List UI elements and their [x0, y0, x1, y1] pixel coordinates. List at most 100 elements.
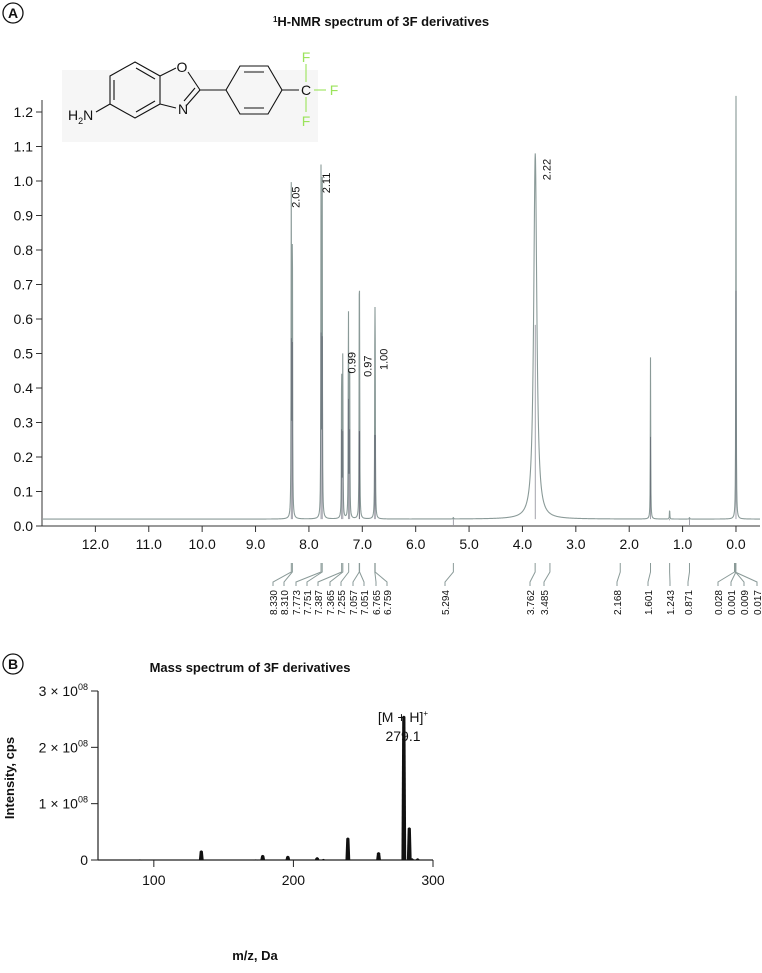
ms-y-tick-label: 0: [80, 852, 88, 868]
nmr-x-tick-label: 5.0: [459, 536, 479, 552]
nmr-peak-label: 7.057: [349, 590, 360, 615]
nmr-peak-label-leader: [295, 563, 322, 586]
ms-y-tick-label: 1 × 1008: [39, 795, 88, 812]
nmr-x-tick-label: 2.0: [619, 536, 639, 552]
nmr-x-tick-label: 3.0: [566, 536, 586, 552]
nmr-peak-label: 7.773: [292, 590, 303, 615]
nmr-y-tick-label: 1.0: [14, 173, 34, 189]
nmr-spectrum-line: [43, 95, 760, 520]
nmr-peak-label: 8.310: [280, 590, 291, 615]
nmr-peak-label-leader: [317, 563, 343, 586]
nmr-peak-label: 7.387: [314, 590, 325, 615]
ms-y-tick-exp: 08: [78, 795, 88, 805]
nmr-x-tick-label: 0.0: [726, 536, 746, 552]
nmr-title: 1H-NMR spectrum of 3F derivatives: [273, 14, 489, 29]
ms-x-tick-label: 200: [282, 872, 306, 888]
nmr-peak-label: 0.001: [727, 590, 738, 615]
chemical-structure: O N H2N C F F F: [62, 49, 338, 142]
ms-y-tick-base: 1 × 10: [39, 796, 79, 812]
svg-text:F: F: [302, 49, 311, 65]
ms-y-tick-base: 0: [80, 852, 88, 868]
nmr-peak-label: 0.028: [714, 590, 725, 615]
nmr-peak-label-leader: [717, 563, 735, 586]
nmr-peak-label-leader: [734, 563, 758, 586]
ms-y-tick-base: 3 × 10: [39, 683, 79, 699]
ms-y-tick-base: 2 × 10: [39, 739, 79, 755]
ms-peak: [314, 857, 320, 860]
ms-x-axis-label: m/z, Da: [232, 948, 278, 963]
ms-peak: [401, 715, 407, 860]
nmr-peak-label-leader: [306, 563, 323, 586]
nmr-integration-label: 0.97: [363, 356, 375, 377]
svg-text:H2N: H2N: [68, 107, 93, 126]
nmr-x-tick-label: 7.0: [353, 536, 373, 552]
nmr-peak-label: 7.051: [360, 590, 371, 615]
svg-text:A: A: [8, 5, 18, 21]
nmr-peak-label-leader: [283, 563, 293, 586]
nmr-y-tick-label: 0.7: [14, 277, 34, 293]
nmr-peak-label: 2.168: [613, 590, 624, 615]
svg-text:O: O: [177, 59, 188, 75]
nmr-y-tick-label: 0.6: [14, 311, 34, 327]
ms-peak: [376, 852, 381, 860]
nmr-integration-label: 2.05: [291, 186, 303, 207]
nmr-peak-label: 5.294: [441, 590, 452, 615]
nmr-y-tick-label: 0.5: [14, 346, 34, 362]
ms-x-tick-label: 300: [421, 872, 445, 888]
ms-title: Mass spectrum of 3F derivatives: [150, 660, 351, 675]
ms-peak: [409, 858, 415, 860]
nmr-x-tick-label: 9.0: [246, 536, 266, 552]
nmr-peak-label-leader: [444, 563, 454, 586]
svg-text:N: N: [178, 101, 188, 117]
nmr-x-tick-label: 11.0: [136, 536, 162, 552]
nmr-peak-label: 7.365: [326, 590, 337, 615]
nmr-peak-label: 3.762: [526, 590, 537, 615]
nmr-peak-label-leader: [329, 563, 344, 586]
nmr-peak-label: 6.759: [383, 590, 394, 615]
nmr-peak-label: 0.009: [740, 590, 751, 615]
nmr-x-tick-label: 8.0: [299, 536, 319, 552]
ms-peak: [345, 837, 351, 860]
nmr-peak-label-leader: [529, 563, 536, 586]
ms-peak: [285, 855, 291, 860]
nmr-peak-label: 1.243: [666, 590, 677, 615]
nmr-integration-label: 2.22: [541, 159, 553, 180]
nmr-peak-label-leader: [359, 563, 365, 586]
ms-peak: [137, 859, 143, 861]
nmr-y-tick-label: 1.2: [14, 104, 34, 120]
nmr-y-tick-label: 0.2: [14, 449, 34, 465]
nmr-y-tick-label: 0.9: [14, 208, 34, 224]
ms-annotation-mz: 279.1: [385, 728, 420, 744]
svg-text:B: B: [8, 656, 18, 672]
nmr-peak-label: 0.017: [753, 590, 762, 615]
ms-y-tick-label: 2 × 1008: [39, 738, 88, 755]
svg-text:C: C: [301, 82, 311, 98]
nmr-peak-label: 7.751: [303, 590, 314, 615]
ms-peak: [198, 850, 204, 860]
nmr-y-tick-label: 0.8: [14, 242, 34, 258]
ms-peak: [260, 854, 266, 860]
panel-a-label: A: [2, 2, 24, 24]
ms-y-tick-exp: 08: [78, 738, 88, 748]
ms-annotation-ion: [M + H]+: [378, 709, 429, 725]
ms-peak: [321, 858, 326, 860]
nmr-y-tick-label: 0.0: [14, 518, 34, 534]
nmr-peak-label-leader: [616, 563, 621, 586]
nmr-peak-label: 8.330: [269, 590, 280, 615]
nmr-peak-label-leader: [374, 563, 388, 586]
nmr-peak-label-leader: [352, 563, 360, 586]
nmr-peak-label-leader: [687, 563, 690, 586]
nmr-x-tick-label: 1.0: [673, 536, 693, 552]
nmr-peak-label: 7.255: [337, 590, 348, 615]
nmr-x-tick-label: 4.0: [513, 536, 533, 552]
ms-y-tick-exp: 08: [78, 682, 88, 692]
ms-peak: [253, 859, 259, 861]
nmr-integration-label: 2.11: [321, 173, 333, 194]
nmr-peak-label: 1.601: [644, 590, 655, 615]
nmr-integration-label: 0.99: [347, 352, 359, 373]
ms-peak: [406, 827, 412, 860]
nmr-peak-label-leader: [543, 563, 551, 586]
nmr-peak-label-leader: [340, 563, 350, 586]
